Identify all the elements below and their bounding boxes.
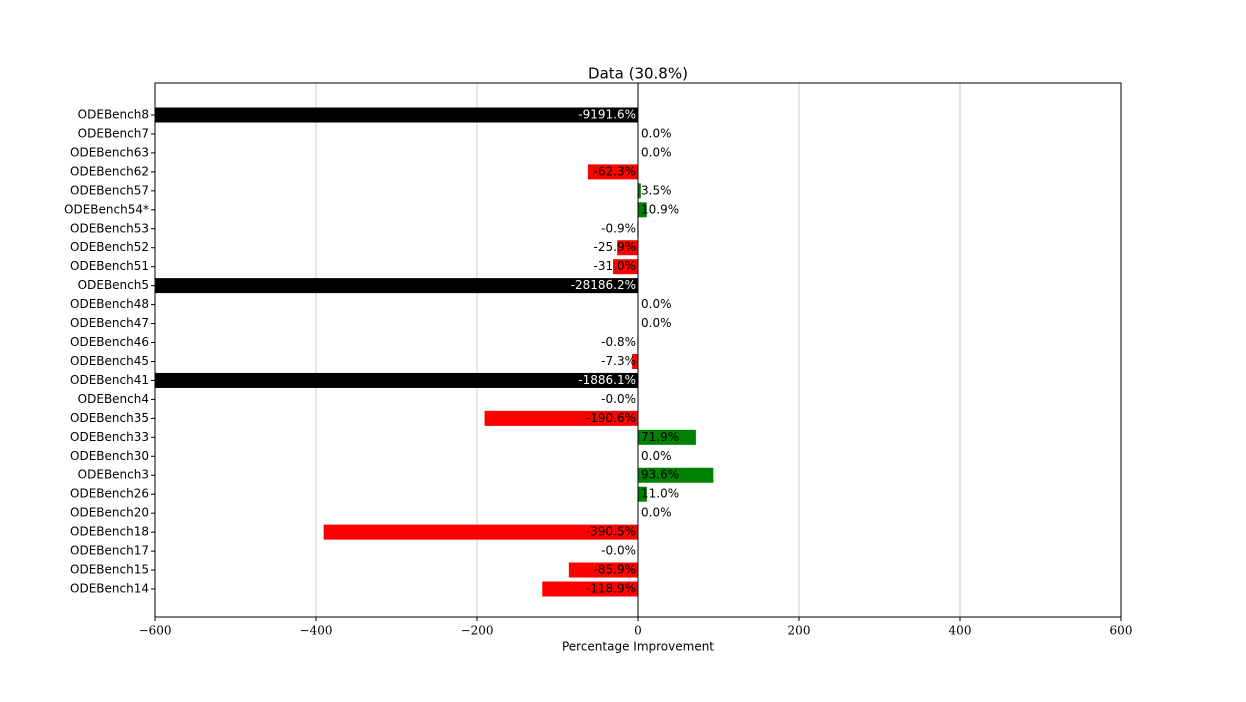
y-tick-label: ODEBench47 [70, 316, 149, 330]
x-tick-label: 200 [788, 624, 811, 638]
y-tick-label: ODEBench54* [64, 202, 149, 216]
y-tick-label: ODEBench18 [70, 525, 149, 539]
value-label: -9191.6% [578, 108, 636, 122]
y-tick-label: ODEBench48 [70, 297, 149, 311]
value-label: -0.0% [601, 544, 636, 558]
value-label: -0.9% [601, 221, 636, 235]
value-label: 0.0% [641, 316, 672, 330]
x-tick-label: 600 [1110, 624, 1133, 638]
chart-title: Data (30.8%) [588, 65, 688, 83]
y-tick-label: ODEBench20 [70, 506, 149, 520]
y-tick-label: ODEBench46 [70, 335, 149, 349]
y-tick-label: ODEBench7 [78, 126, 149, 140]
value-label: -1886.1% [578, 373, 636, 387]
bar [484, 410, 638, 426]
y-tick-label: ODEBench26 [70, 487, 149, 501]
bar [632, 353, 638, 369]
y-tick-label: ODEBench5 [78, 278, 149, 292]
y-tick-label: ODEBench30 [70, 449, 149, 463]
bar [638, 429, 696, 445]
y-tick-label: ODEBench45 [70, 354, 149, 368]
bar [568, 562, 638, 578]
y-tick-label: ODEBench4 [78, 392, 149, 406]
bar [542, 581, 638, 597]
value-label: 0.0% [641, 126, 672, 140]
y-tick-label: ODEBench3 [78, 468, 149, 482]
x-axis-label: Percentage Improvement [562, 640, 714, 654]
value-label: -31.0% [594, 259, 636, 273]
value-label: 0.0% [641, 449, 672, 463]
bar [617, 240, 638, 256]
x-tick-label: −400 [300, 624, 333, 638]
value-label: -7.3% [601, 354, 636, 368]
bar [587, 164, 638, 180]
value-label: 0.0% [641, 506, 672, 520]
y-tick-label: ODEBench53 [70, 221, 149, 235]
axes-frame [154, 82, 1122, 618]
value-label: 3.5% [641, 183, 672, 197]
value-label: -390.5% [586, 525, 636, 539]
bar [323, 524, 638, 540]
bar [638, 467, 714, 483]
x-tick-label: 400 [949, 624, 972, 638]
x-tick-label: 0 [634, 624, 642, 638]
bar [155, 107, 638, 123]
value-label: -118.9% [586, 582, 636, 596]
bar [638, 183, 641, 199]
value-label: -190.6% [586, 411, 636, 425]
bar [155, 278, 638, 294]
value-label: 10.9% [641, 202, 679, 216]
value-label: -28186.2% [571, 278, 636, 292]
y-tick-label: ODEBench33 [70, 430, 149, 444]
value-label: 0.0% [641, 297, 672, 311]
y-tick-label: ODEBench15 [70, 563, 149, 577]
y-tick-label: ODEBench41 [70, 373, 149, 387]
y-tick-label: ODEBench17 [70, 544, 149, 558]
value-label: 71.9% [641, 430, 679, 444]
bar [638, 486, 647, 502]
x-tick-label: −200 [461, 624, 494, 638]
value-label: -85.9% [594, 563, 636, 577]
y-tick-label: ODEBench57 [70, 183, 149, 197]
y-tick-label: ODEBench8 [78, 108, 149, 122]
y-tick-label: ODEBench52 [70, 240, 149, 254]
value-label: -0.8% [601, 335, 636, 349]
value-label: 0.0% [641, 145, 672, 159]
value-label: -0.0% [601, 392, 636, 406]
value-label: 11.0% [641, 487, 679, 501]
y-tick-label: ODEBench63 [70, 145, 149, 159]
y-tick-label: ODEBench62 [70, 164, 149, 178]
value-label: -62.3% [594, 164, 636, 178]
value-label: 93.6% [641, 468, 679, 482]
y-tick-label: ODEBench35 [70, 411, 149, 425]
bar [638, 202, 647, 218]
bar [613, 259, 638, 275]
y-tick-label: ODEBench14 [70, 582, 149, 596]
value-label: -25.9% [594, 240, 636, 254]
y-tick-label: ODEBench51 [70, 259, 149, 273]
x-tick-label: −600 [139, 624, 172, 638]
bar [155, 372, 639, 388]
